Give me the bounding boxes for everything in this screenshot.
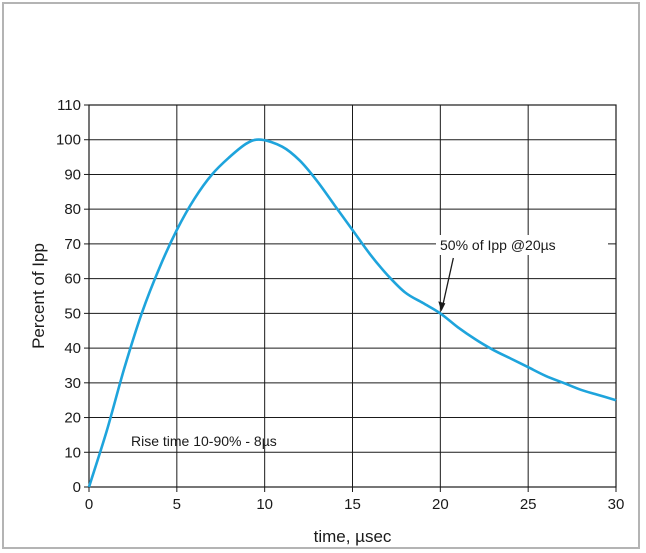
annotation-background: [436, 235, 608, 255]
annotation-half-value: 50% of Ipp @20µs: [436, 235, 608, 312]
y-tick-label: 70: [64, 236, 81, 253]
y-tick-label: 60: [64, 271, 81, 288]
y-tick-label: 90: [64, 166, 81, 183]
x-tick-labels: 0 5 10 15 20 25 30: [85, 496, 625, 513]
y-tick-label: 50: [64, 305, 81, 322]
y-tick-label: 0: [73, 479, 81, 496]
x-tick-label: 0: [85, 496, 93, 513]
y-tick-label: 30: [64, 375, 81, 392]
annotation-half-value-label: 50% of Ipp @20µs: [440, 237, 556, 253]
x-tick-label: 20: [432, 496, 449, 513]
x-tick-label: 10: [256, 496, 273, 513]
annotation-arrow: [441, 257, 454, 308]
y-tick-label: 100: [56, 132, 81, 149]
x-tick-label: 5: [173, 496, 181, 513]
x-axis-title: time, µsec: [314, 527, 392, 546]
x-tick-label: 15: [344, 496, 361, 513]
annotation-arrowhead: [438, 301, 446, 312]
chart-frame: 0 10 20 30 40 50 60 70 80 90 100 110 0 5 10 15 20 25 30 5…: [2, 2, 640, 549]
y-tick-label: 40: [64, 340, 81, 357]
y-tick-label: 10: [64, 444, 81, 461]
data-series-line: [87, 138, 617, 488]
y-tick-label: 110: [57, 97, 81, 114]
y-tick-labels: 0 10 20 30 40 50 60 70 80 90 100 110: [56, 97, 81, 496]
x-tick-label: 30: [608, 496, 625, 513]
chart: 0 10 20 30 40 50 60 70 80 90 100 110 0 5 10 15 20 25 30 5…: [29, 97, 625, 546]
plot-border: [88, 104, 617, 488]
x-tick-label: 25: [520, 496, 537, 513]
y-axis-title: Percent of Ipp: [29, 243, 48, 349]
annotation-rise-time: Rise time 10-90% - 8µs: [131, 433, 277, 449]
y-tick-label: 80: [64, 201, 81, 218]
y-tick-label: 20: [64, 410, 81, 427]
